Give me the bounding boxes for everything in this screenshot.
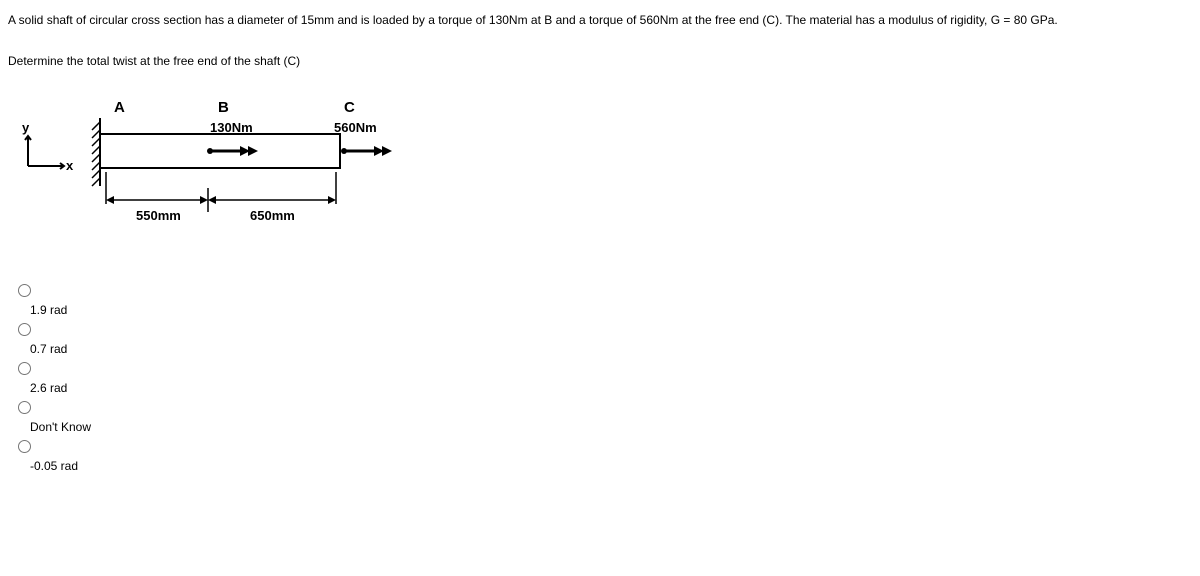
dim-bc-label: 650mm xyxy=(250,208,295,223)
fixed-support-icon xyxy=(92,118,100,186)
option-label-4: -0.05 rad xyxy=(30,459,1192,473)
torque-b-label: 130Nm xyxy=(210,120,253,135)
question-line-1: A solid shaft of circular cross section … xyxy=(8,12,1192,29)
label-b: B xyxy=(218,99,229,116)
label-a: A xyxy=(114,99,125,116)
shaft-diagram: y x A B C 130Nm 560Nm xyxy=(18,94,1192,254)
option-radio-0[interactable] xyxy=(18,284,31,297)
question-line-2: Determine the total twist at the free en… xyxy=(8,53,1192,70)
option-radio-4[interactable] xyxy=(18,440,31,453)
dimension-ab: 550mm xyxy=(106,172,208,223)
option-label-1: 0.7 rad xyxy=(30,342,1192,356)
label-c: C xyxy=(344,99,355,116)
option-label-0: 1.9 rad xyxy=(30,303,1192,317)
option-label-3: Don't Know xyxy=(30,420,1192,434)
dim-ab-label: 550mm xyxy=(136,208,181,223)
option-label-2: 2.6 rad xyxy=(30,381,1192,395)
option-radio-1[interactable] xyxy=(18,323,31,336)
torque-c-label: 560Nm xyxy=(334,120,377,135)
axis-x-label: x xyxy=(66,158,74,173)
option-radio-2[interactable] xyxy=(18,362,31,375)
axis-y-label: y xyxy=(22,120,30,135)
option-radio-3[interactable] xyxy=(18,401,31,414)
dimension-bc: 650mm xyxy=(208,172,336,223)
answer-options: 1.9 rad 0.7 rad 2.6 rad Don't Know -0.05… xyxy=(16,284,1192,473)
torque-c-arrow xyxy=(340,136,392,162)
